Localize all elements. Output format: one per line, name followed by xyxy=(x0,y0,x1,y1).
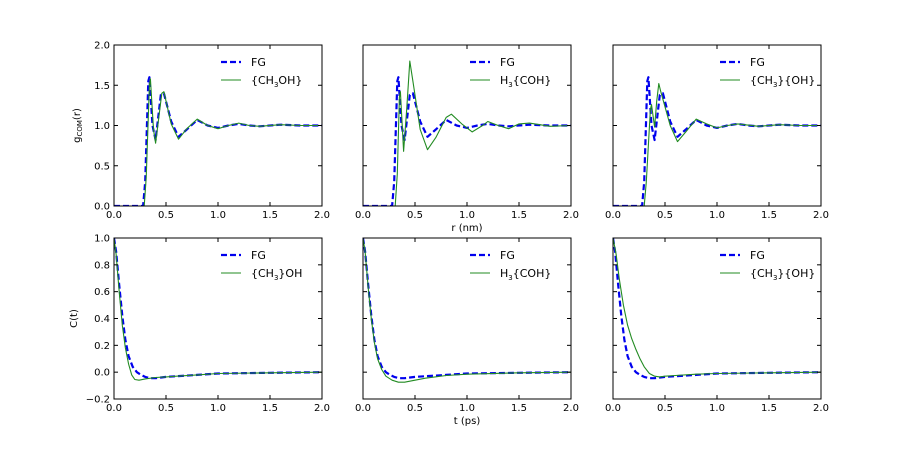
plot-area xyxy=(613,76,821,206)
legend-label-cg: {CH3}{OH} xyxy=(750,74,815,89)
series-line-fg xyxy=(363,238,571,380)
y-tick-label: 0.0 xyxy=(94,368,110,379)
x-tick-label: 2.0 xyxy=(563,403,579,414)
subplot-1-1: 0.0 0.5 1.0 1.5 2.0 0.0 0.5 1.0 1.5 2.0 gCOM(r) FG {… xyxy=(72,41,330,222)
series-line-cg xyxy=(613,83,821,206)
x-tick-label: 1.5 xyxy=(761,403,777,414)
x-tick-label: 1.5 xyxy=(262,210,278,221)
x-tick-label: 1.5 xyxy=(761,210,777,221)
y-tick-label: 1.0 xyxy=(94,234,110,245)
legend-label-cg: H3{COH} xyxy=(500,267,551,282)
plot-area xyxy=(363,238,571,383)
axes-frame xyxy=(612,237,822,400)
subplot-1-3: 0.0 0.5 1.0 1.5 2.0 FG {CH3}{OH} xyxy=(605,44,829,221)
y-tick-label: 1.5 xyxy=(94,81,110,92)
legend: FG {CH3OH} xyxy=(221,56,302,89)
plot-area xyxy=(363,60,571,206)
x-tick-label: 0.5 xyxy=(657,403,673,414)
x-tick-label: 0.0 xyxy=(106,210,122,221)
x-tick-label: 0.5 xyxy=(407,210,423,221)
x-tick-label: 0.0 xyxy=(605,403,621,414)
subplot-2-2: 0.0 0.5 1.0 1.5 2.0 t (ps) FG H3{COH} xyxy=(355,237,579,427)
legend-label-fg: FG xyxy=(500,249,515,262)
y-tick-label: 2.0 xyxy=(94,41,110,52)
series-line-cg xyxy=(363,60,571,206)
legend: FG {CH3}{OH} xyxy=(720,249,815,282)
x-tick-label: 2.0 xyxy=(563,210,579,221)
legend-label-fg: FG xyxy=(750,249,765,262)
legend-label-cg: H3{COH} xyxy=(500,74,551,89)
x-tick-label: 1.0 xyxy=(210,210,226,221)
x-tick-label: 0.5 xyxy=(158,403,174,414)
subplot-2-1: 0.0 0.5 1.0 1.5 2.0−0.20.00.20.40.60.81.0C(t… xyxy=(69,234,330,415)
x-tick-label: 1.5 xyxy=(262,403,278,414)
series-line-fg xyxy=(363,76,571,206)
series-line-fg xyxy=(613,76,821,206)
x-tick-label: 1.5 xyxy=(511,210,527,221)
legend-label-cg: {CH3}{OH} xyxy=(750,267,815,282)
subplot-2-3: 0.0 0.5 1.0 1.5 2.0 FG {CH3}{OH} xyxy=(605,237,829,414)
series-line-fg xyxy=(114,238,322,380)
y-axis-label: C(t) xyxy=(69,309,80,328)
x-tick-label: 0.5 xyxy=(158,210,174,221)
legend: FG H3{COH} xyxy=(470,249,551,282)
x-tick-label: 2.0 xyxy=(314,210,330,221)
series-line-cg xyxy=(363,238,571,383)
series-line-cg xyxy=(613,238,821,378)
y-tick-label: 0.0 xyxy=(94,202,110,213)
x-tick-label: 0.0 xyxy=(355,210,371,221)
plot-area xyxy=(613,238,821,380)
x-tick-label: 0.5 xyxy=(407,403,423,414)
axes-frame xyxy=(113,237,323,400)
y-tick-label: 0.2 xyxy=(94,341,110,352)
x-tick-label: 1.0 xyxy=(709,403,725,414)
plot-area xyxy=(114,238,322,381)
legend-label-fg: FG xyxy=(251,56,266,69)
x-tick-label: 1.0 xyxy=(459,210,475,221)
x-tick-label: 0.5 xyxy=(657,210,673,221)
x-tick-label: 1.0 xyxy=(210,403,226,414)
y-axis-label: gCOM(r) xyxy=(72,108,84,143)
y-tick-label: 0.8 xyxy=(94,260,110,271)
y-tick-label: −0.2 xyxy=(86,395,110,406)
x-tick-label: 1.0 xyxy=(709,210,725,221)
axes-frame xyxy=(362,237,572,400)
x-tick-label: 0.0 xyxy=(605,210,621,221)
x-tick-label: 1.5 xyxy=(511,403,527,414)
legend: FG {CH3}{OH} xyxy=(720,56,815,89)
y-tick-label: 0.4 xyxy=(94,314,110,325)
x-tick-label: 1.0 xyxy=(459,403,475,414)
x-tick-label: 0.0 xyxy=(106,403,122,414)
x-tick-label: 0.0 xyxy=(355,403,371,414)
series-line-fg xyxy=(613,238,821,380)
legend-label-cg: {CH3OH} xyxy=(251,74,302,89)
y-tick-label: 1.0 xyxy=(94,121,110,132)
legend: FG {CH3}OH xyxy=(221,249,302,282)
y-tick-label: 0.5 xyxy=(94,161,110,172)
x-tick-label: 2.0 xyxy=(813,403,829,414)
series-line-cg xyxy=(114,238,322,381)
x-axis-label: r (nm) xyxy=(451,223,482,234)
x-tick-label: 2.0 xyxy=(813,210,829,221)
legend-label-fg: FG xyxy=(750,56,765,69)
legend-label-cg: {CH3}OH xyxy=(251,267,302,282)
legend-label-fg: FG xyxy=(251,249,266,262)
y-tick-label: 0.6 xyxy=(94,287,110,298)
x-tick-label: 2.0 xyxy=(314,403,330,414)
x-axis-label: t (ps) xyxy=(454,416,481,427)
series-line-cg xyxy=(114,78,322,206)
plot-area xyxy=(114,76,322,206)
legend-label-fg: FG xyxy=(500,56,515,69)
subplot-1-2: 0.0 0.5 1.0 1.5 2.0 r (nm) FG H3{COH} xyxy=(355,44,579,234)
legend: FG H3{COH} xyxy=(470,56,551,89)
